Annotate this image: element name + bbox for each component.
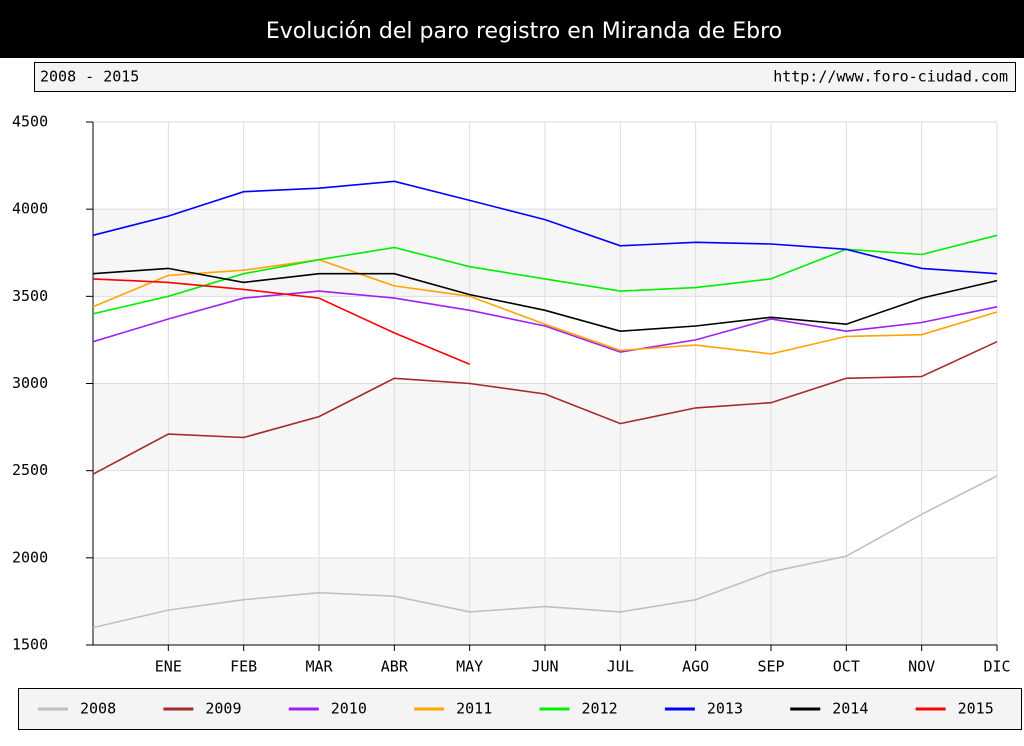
series-line bbox=[92, 258, 998, 355]
x-tick-label: MAR bbox=[305, 658, 333, 676]
y-tick-label: 3500 bbox=[12, 287, 48, 305]
legend-label: 2014 bbox=[832, 700, 868, 718]
x-tick-label: MAY bbox=[456, 658, 483, 676]
legend-label: 2012 bbox=[582, 700, 618, 718]
x-tick-label: ABR bbox=[381, 658, 409, 676]
x-tick-label: JUL bbox=[607, 658, 634, 676]
legend-label: 2008 bbox=[80, 700, 116, 718]
series-line bbox=[92, 340, 998, 475]
legend-label: 2011 bbox=[456, 700, 492, 718]
y-tick-label: 2500 bbox=[12, 461, 48, 479]
x-tick-label: JUN bbox=[531, 658, 558, 676]
title-bar bbox=[0, 0, 1024, 58]
subtitle: 2008 - 2015 bbox=[40, 68, 139, 86]
x-tick-label: FEB bbox=[230, 658, 257, 676]
x-tick-label: AGO bbox=[682, 658, 709, 676]
x-tick-label: DIC bbox=[983, 658, 1010, 676]
series-line bbox=[92, 475, 998, 629]
series-line bbox=[92, 180, 998, 275]
y-tick-label: 4000 bbox=[12, 200, 48, 218]
series-line bbox=[92, 278, 471, 366]
x-tick-label: NOV bbox=[908, 658, 935, 676]
subtitle-box bbox=[34, 62, 1016, 92]
x-tick-label: OCT bbox=[833, 658, 860, 676]
series-line bbox=[92, 290, 998, 353]
legend-label: 2015 bbox=[958, 700, 994, 718]
source: http://www.foro-ciudad.com bbox=[773, 68, 1008, 86]
series-line bbox=[92, 267, 998, 333]
y-tick-label: 2000 bbox=[12, 548, 48, 566]
legend-label: 2009 bbox=[205, 700, 241, 718]
y-tick-label: 3000 bbox=[12, 374, 48, 392]
legend-label: 2013 bbox=[707, 700, 743, 718]
chart-title: Evolución del paro registro en Miranda d… bbox=[266, 19, 782, 44]
y-tick-label: 1500 bbox=[12, 636, 48, 654]
y-tick-label: 4500 bbox=[12, 113, 48, 131]
x-tick-label: ENE bbox=[155, 658, 182, 676]
legend-label: 2010 bbox=[331, 700, 367, 718]
x-tick-label: SEP bbox=[757, 658, 784, 676]
